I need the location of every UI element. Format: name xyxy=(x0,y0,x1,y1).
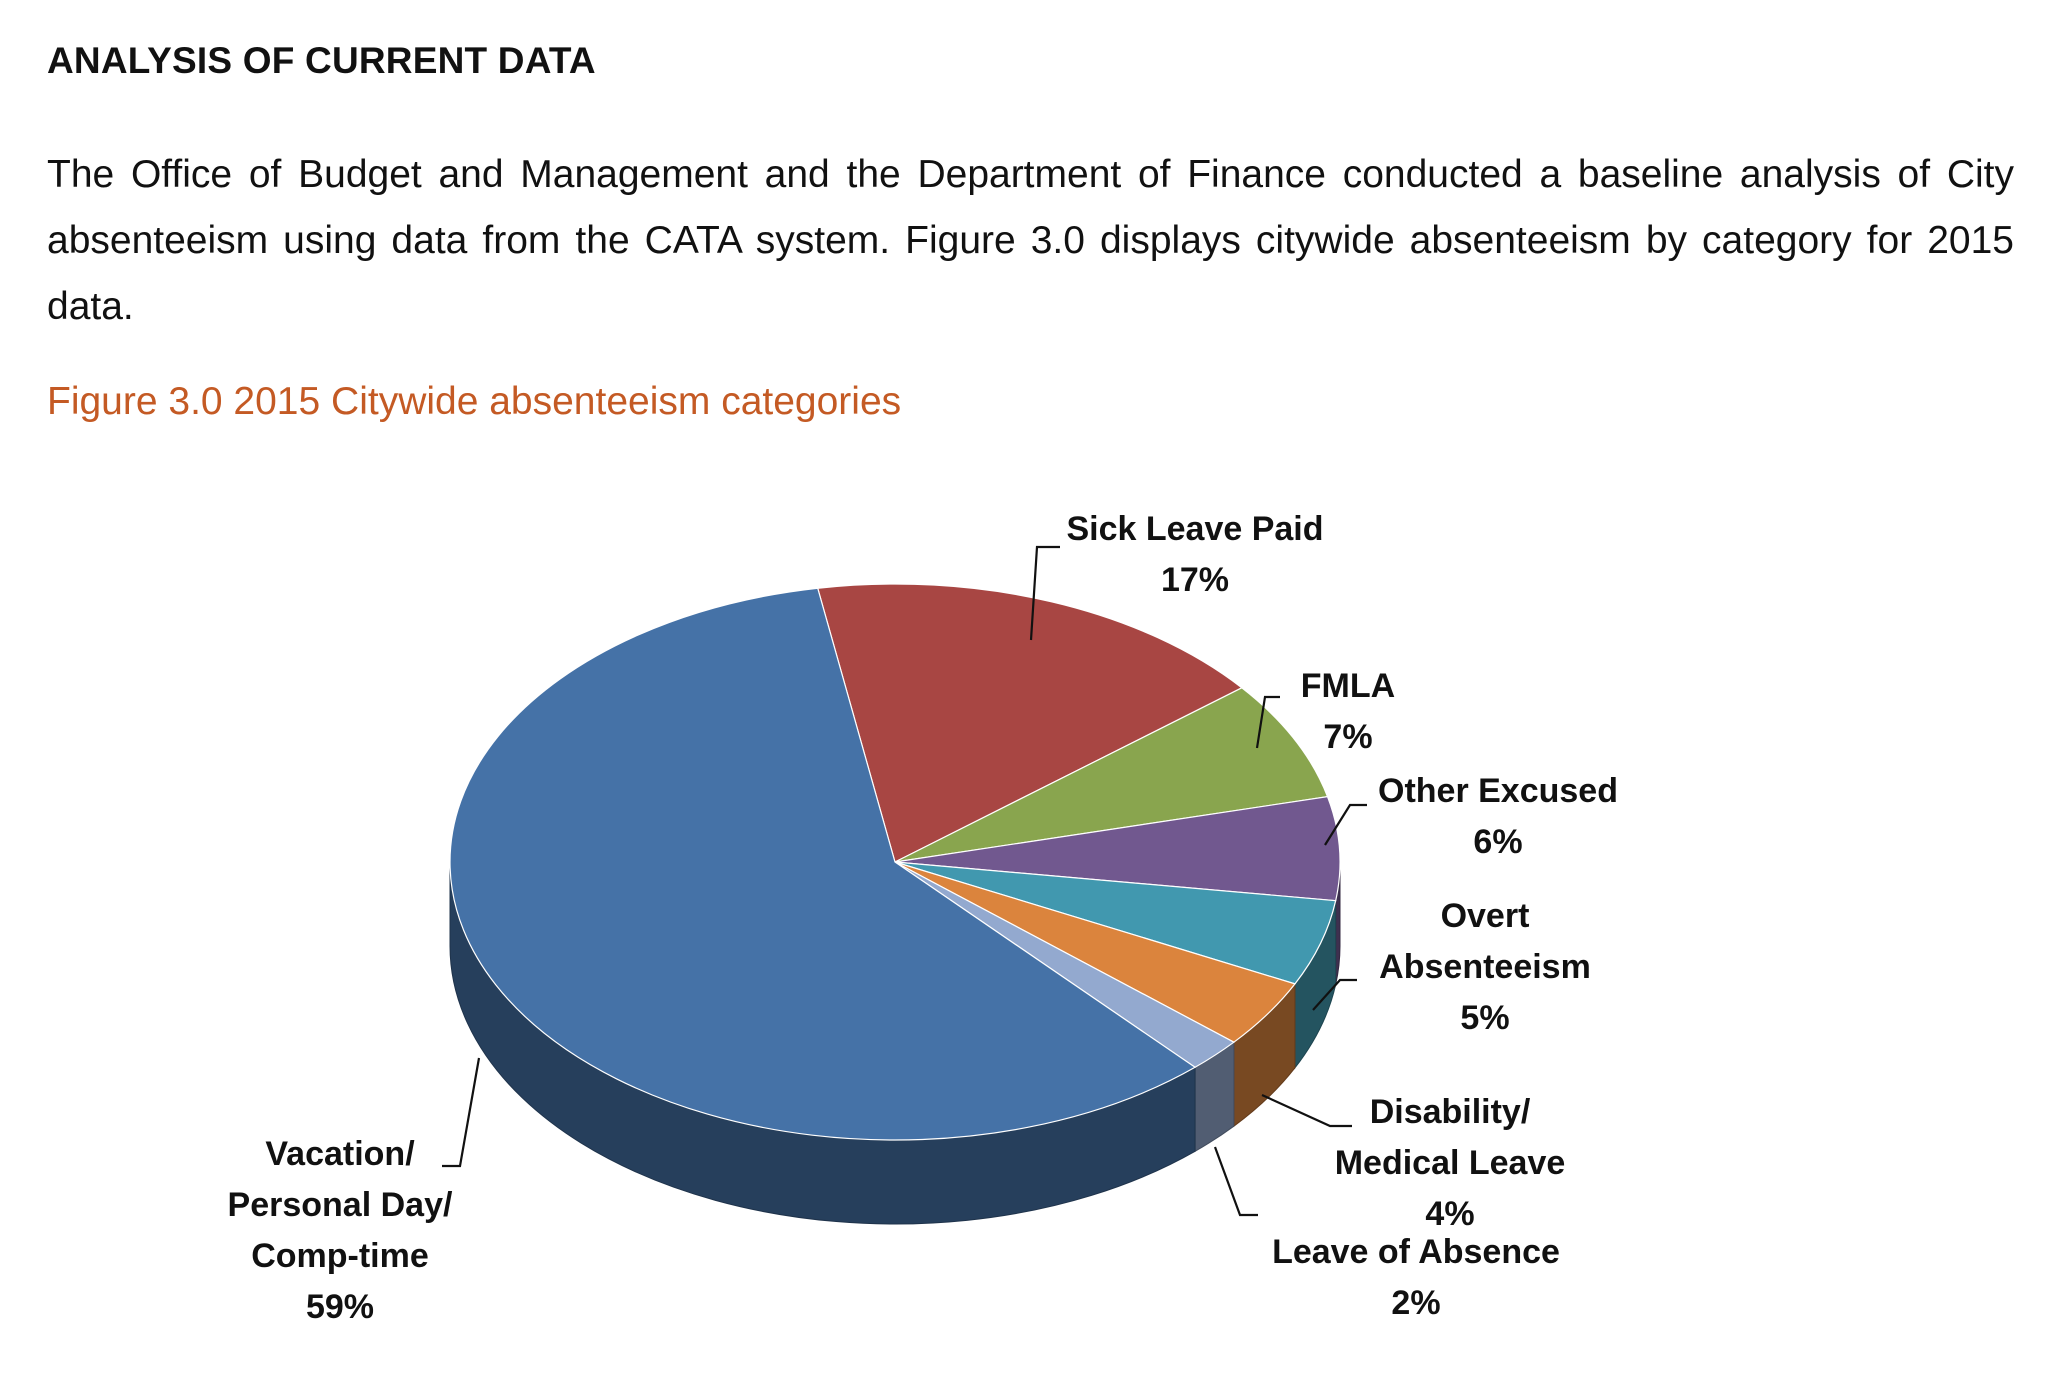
pie-slice-other-excused xyxy=(894,795,1341,902)
leader-line-fmla xyxy=(1255,695,1280,749)
slice-label-line: FMLA xyxy=(1301,667,1395,705)
leader-line-sick-leave-paid xyxy=(1029,545,1060,641)
slice-label-line: Personal Day/ xyxy=(228,1186,453,1224)
leader-line-overt-absenteeism xyxy=(1312,978,1357,1011)
slice-label-line: 6% xyxy=(1473,823,1522,861)
slice-label-line: 2% xyxy=(1391,1284,1440,1322)
slice-label-line: Medical Leave xyxy=(1335,1144,1566,1182)
slice-label-vacation-personal-day-comp-time: Vacation/Personal Day/Comp-time 59% xyxy=(228,1135,453,1326)
figure-caption: Figure 3.0 2015 Citywide absenteeism cat… xyxy=(47,380,902,423)
slice-labels-layer: Sick Leave Paid 17%FMLA 7%Other Excused 6%O… xyxy=(228,510,1618,1326)
slice-label-line: 17% xyxy=(1161,561,1229,599)
slice-label-line: Absenteeism xyxy=(1379,948,1591,986)
section-heading: ANALYSIS OF CURRENT DATA xyxy=(47,40,596,81)
slice-label-line: Vacation/ xyxy=(265,1135,415,1173)
slice-label-other-excused: Other Excused 6% xyxy=(1378,772,1618,861)
slice-label-line: 59% xyxy=(306,1288,374,1326)
pie-slice-sick-leave-paid xyxy=(816,583,1243,863)
leader-line-vacation-personal-day-comp-time xyxy=(442,1057,481,1168)
leader-line-other-excused xyxy=(1324,803,1367,846)
slice-label-line: 7% xyxy=(1323,718,1372,756)
slice-label-line: Sick Leave Paid xyxy=(1066,510,1323,548)
pie-top-layer xyxy=(449,583,1341,1141)
slice-label-line: 5% xyxy=(1460,999,1509,1037)
slice-label-fmla: FMLA 7% xyxy=(1301,667,1395,756)
intro-paragraph: The Office of Budget and Management and … xyxy=(47,153,2014,328)
pie-slice-vacation-personal-day-comp-time xyxy=(449,587,1197,1141)
pie-slice-fmla xyxy=(894,687,1329,863)
slice-label-leave-of-absence: Leave of Absence 2% xyxy=(1272,1233,1560,1322)
slice-label-line: Other Excused xyxy=(1378,772,1618,810)
slice-label-disability-medical-leave: Disability/Medical Leave 4% xyxy=(1335,1093,1566,1233)
leader-line-disability-medical-leave xyxy=(1261,1093,1352,1128)
slice-label-line: Overt xyxy=(1441,897,1530,935)
slice-label-sick-leave-paid: Sick Leave Paid 17% xyxy=(1066,510,1323,599)
slice-label-line: 4% xyxy=(1425,1195,1474,1233)
slice-label-line: Comp-time xyxy=(251,1237,429,1275)
slice-label-line: Leave of Absence xyxy=(1272,1233,1560,1271)
pie-depth-layer xyxy=(449,861,1341,1225)
slice-label-line: Disability/ xyxy=(1370,1093,1531,1131)
slice-label-overt-absenteeism: Overt Absenteeism 5% xyxy=(1379,897,1591,1037)
leader-lines-layer xyxy=(442,545,1367,1217)
leader-line-leave-of-absence xyxy=(1213,1146,1258,1217)
